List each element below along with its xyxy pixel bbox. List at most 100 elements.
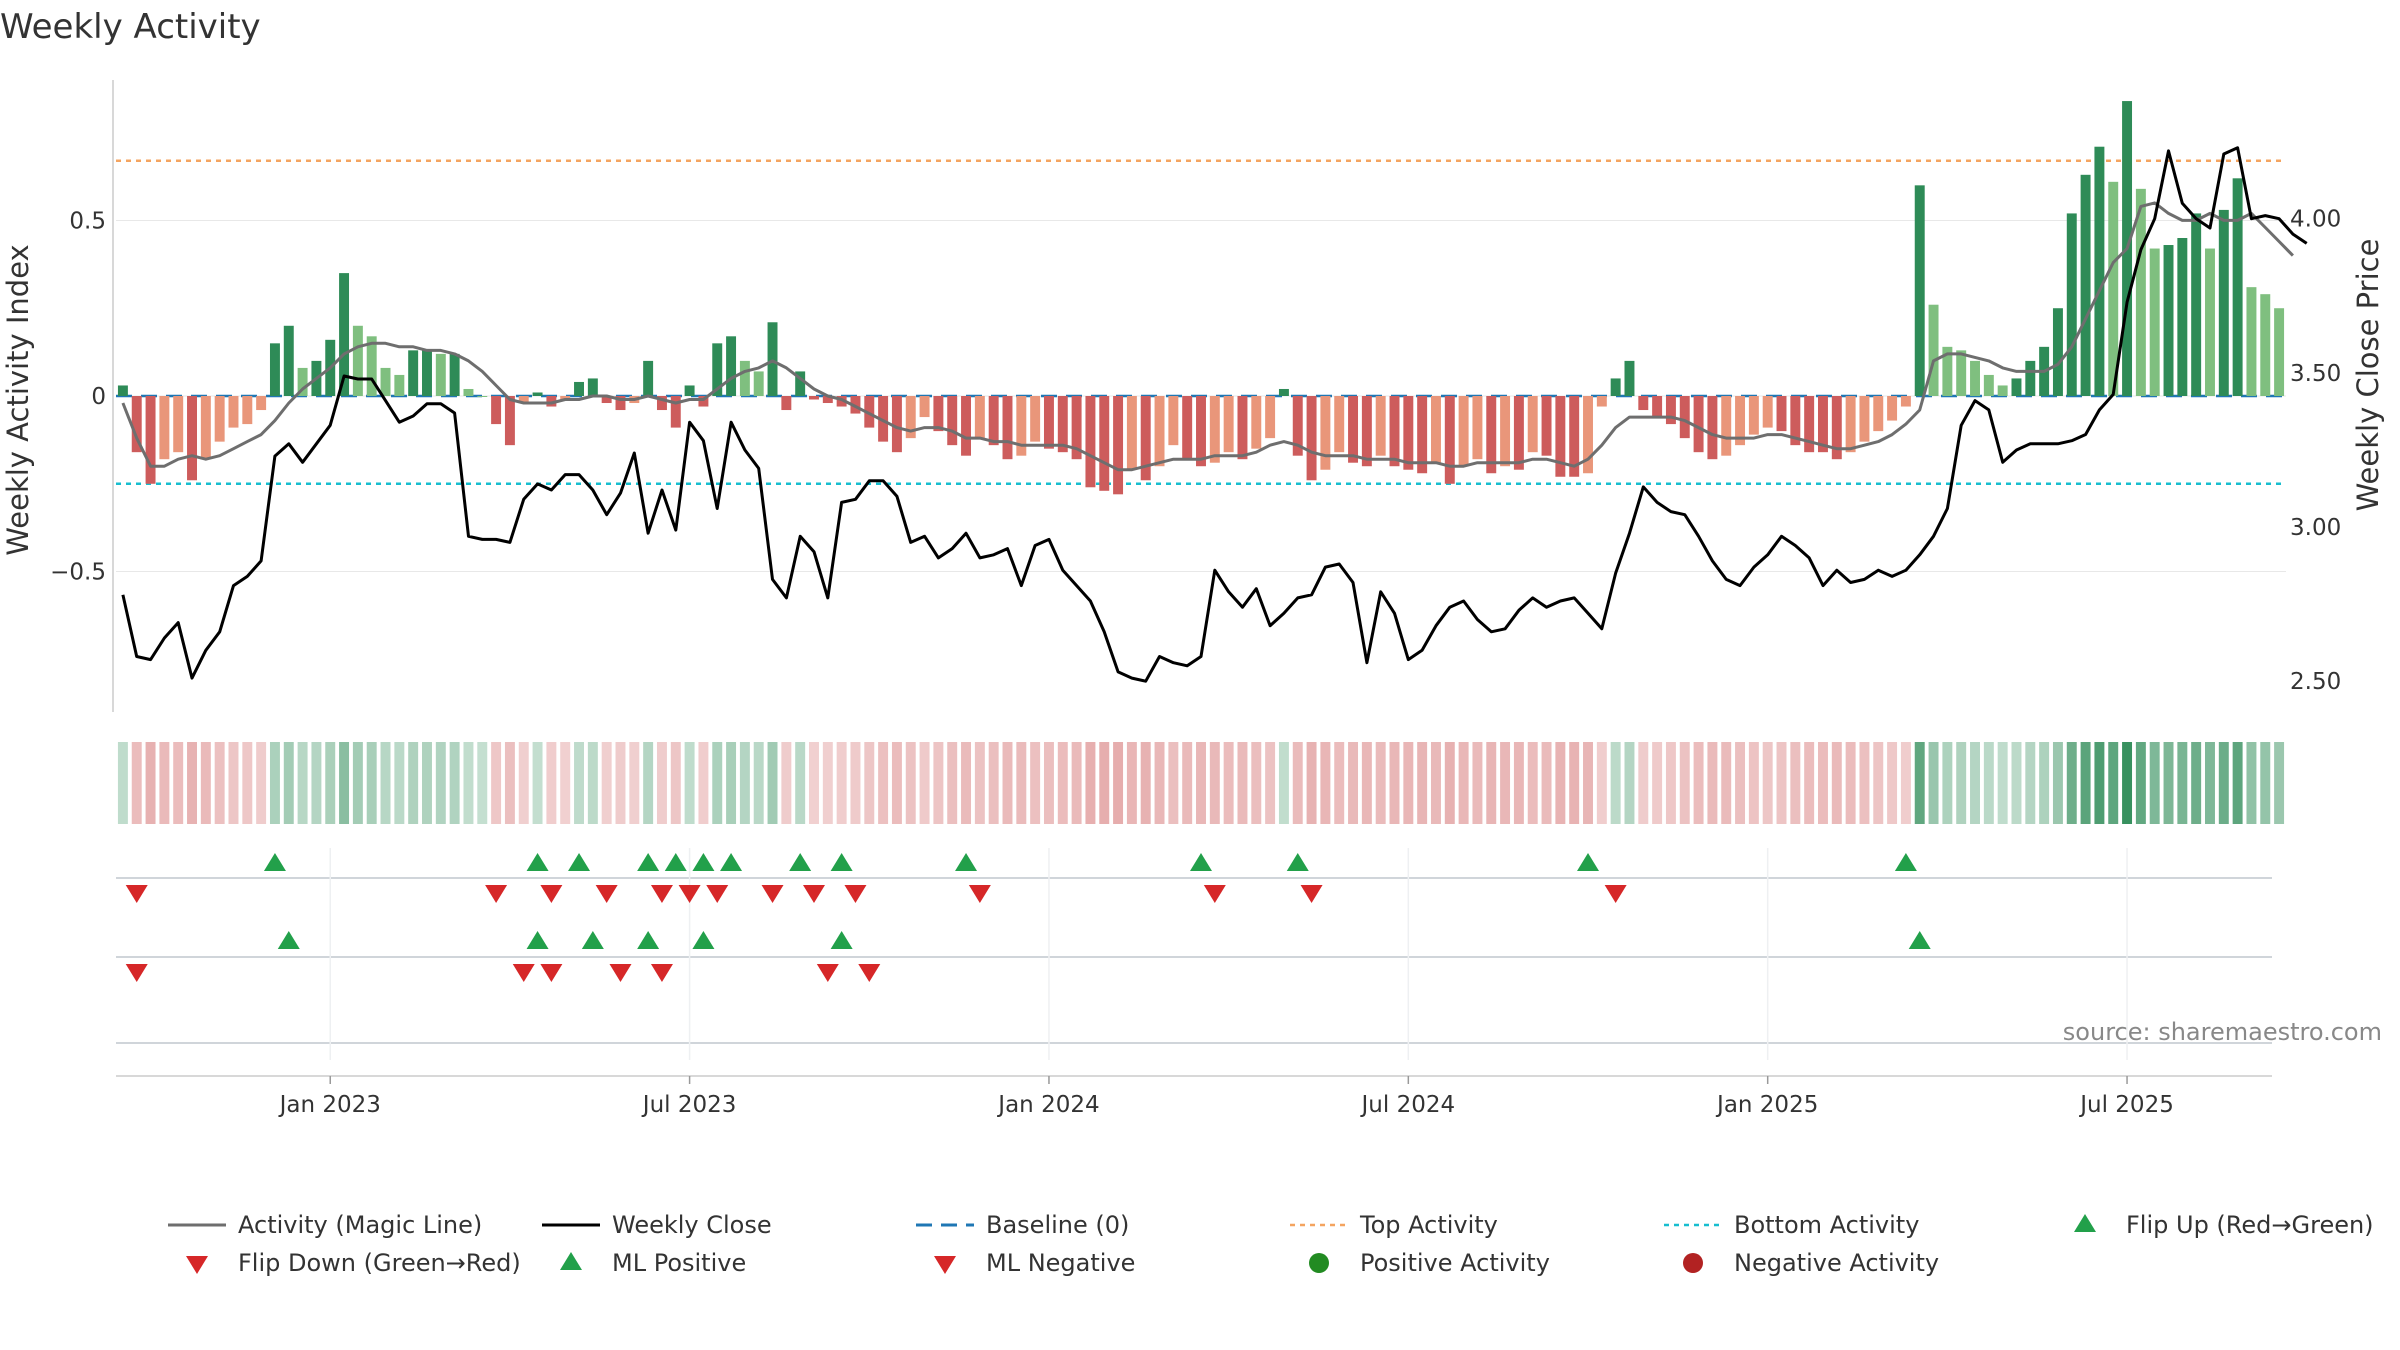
activity-bar	[864, 396, 875, 428]
activity-bar	[947, 396, 958, 446]
flip-up-marker	[1190, 853, 1212, 871]
activity-bar	[933, 396, 944, 432]
flip-down-marker	[706, 885, 729, 903]
activity-bar	[131, 396, 142, 453]
ml-negative-marker	[540, 964, 563, 982]
heat-strip-cell	[1237, 742, 1248, 824]
heat-strip-cell	[1016, 742, 1027, 824]
y2-axis-label: Weekly Close Price	[2351, 239, 2385, 512]
ml-positive-marker	[526, 931, 549, 949]
activity-bar	[726, 336, 737, 396]
heat-strip-cell	[1168, 742, 1179, 824]
flip-up-marker	[1286, 853, 1309, 871]
legend-item-weekly-close: Weekly Close	[542, 1211, 772, 1239]
activity-bar	[1140, 396, 1151, 481]
y2-tick-label: 3.00	[2290, 515, 2341, 541]
activity-bar	[1721, 396, 1732, 456]
flip-up-marker	[263, 853, 286, 871]
heat-strip-cell	[1527, 742, 1538, 824]
heat-strip-cell	[1817, 742, 1828, 824]
heat-strip-cell	[1223, 742, 1234, 824]
activity-bar	[1043, 396, 1054, 449]
activity-bar	[2066, 213, 2077, 396]
heat-strip-cell	[477, 742, 488, 824]
heat-strip-cell	[1099, 742, 1110, 824]
heat-strip-cell	[2205, 742, 2215, 824]
legend-item-bottom-activity: Bottom Activity	[1664, 1211, 1919, 1239]
heat-strip-cell	[560, 742, 571, 824]
activity-bar	[352, 325, 363, 396]
heat-strip-cell	[601, 742, 612, 824]
heat-strip-cell	[435, 742, 446, 824]
heat-strip-cell	[2122, 742, 2133, 824]
heat-strip-cell	[1610, 742, 1621, 824]
activity-heat-strip	[117, 742, 2285, 824]
heat-strip-cell	[1900, 742, 1911, 824]
heat-strip-cell	[2149, 742, 2160, 824]
activity-bar	[1444, 396, 1455, 484]
x-tick-label: Jul 2023	[641, 1092, 737, 1118]
activity-bar	[753, 371, 764, 396]
activity-bar	[1500, 396, 1511, 467]
activity-bar	[974, 396, 985, 439]
heat-strip-cell	[1541, 742, 1552, 824]
heat-strip-cell	[2274, 742, 2285, 824]
activity-bar	[145, 396, 156, 484]
heat-strip-cell	[1430, 742, 1441, 824]
heat-strip-cell	[2080, 742, 2091, 824]
heat-strip-cell	[864, 742, 875, 824]
activity-bar	[1707, 396, 1718, 460]
heat-strip-cell	[1596, 742, 1607, 824]
heat-strip-cell	[1196, 742, 1206, 824]
heat-strip-cell	[947, 742, 958, 824]
heat-strip-cell	[269, 742, 280, 824]
heat-strip-cell	[574, 742, 585, 824]
heat-strip-cell	[615, 742, 626, 824]
heat-strip-cell	[504, 742, 515, 824]
legend-label: ML Negative	[986, 1249, 1135, 1277]
legend-swatch	[1683, 1253, 1703, 1273]
ml-positive-marker	[277, 931, 300, 949]
legend-label: Activity (Magic Line)	[238, 1211, 482, 1239]
activity-bar	[1679, 396, 1690, 439]
activity-bar	[1914, 185, 1925, 396]
flip-down-marker	[1604, 885, 1627, 903]
activity-bar	[1610, 378, 1621, 396]
x-tick-label: Jul 2025	[2078, 1092, 2174, 1118]
activity-bar	[2135, 188, 2146, 396]
signal-markers	[116, 848, 2272, 1077]
activity-bar	[1970, 360, 1980, 396]
activity-bar	[1997, 385, 2008, 396]
heat-strip-cell	[491, 742, 502, 824]
ml-negative-marker	[858, 964, 881, 982]
activity-bar	[1831, 396, 1842, 460]
axes: 0.5 0 −0.5 4.00 3.50 3.00 2.50	[50, 80, 2341, 712]
activity-bar	[1182, 396, 1193, 460]
heat-strip-cell	[2246, 742, 2257, 824]
activity-bar	[380, 367, 391, 396]
flip-down-marker	[540, 885, 563, 903]
legend-item-flip-up: Flip Up (Red→Green)	[2074, 1211, 2374, 1239]
heat-strip-cell	[408, 742, 419, 824]
activity-bar	[739, 360, 750, 396]
legend-item-positive-activity: Positive Activity	[1309, 1249, 1550, 1277]
activity-bar	[1942, 346, 1953, 396]
heat-strip-cell	[1002, 742, 1013, 824]
legend-item-ml-negative: ML Negative	[934, 1249, 1135, 1277]
heat-strip-cell	[1306, 742, 1317, 824]
heat-strip-cell	[587, 742, 598, 824]
legend-swatch	[2074, 1214, 2096, 1232]
y2-tick-label: 3.50	[2290, 361, 2341, 387]
heat-strip-cell	[2260, 742, 2271, 824]
legend-swatch	[186, 1256, 208, 1274]
activity-bar	[297, 367, 308, 396]
activity-bar	[2163, 245, 2174, 396]
heat-strip-cell	[2191, 742, 2202, 824]
heat-strip-cell	[449, 742, 460, 824]
activity-bar	[463, 388, 474, 396]
activity-bar	[781, 396, 792, 411]
heat-strip-cell	[546, 742, 557, 824]
heat-strip-cell	[532, 742, 543, 824]
heat-strip-cell	[1652, 742, 1663, 824]
heat-strip-cell	[200, 742, 211, 824]
